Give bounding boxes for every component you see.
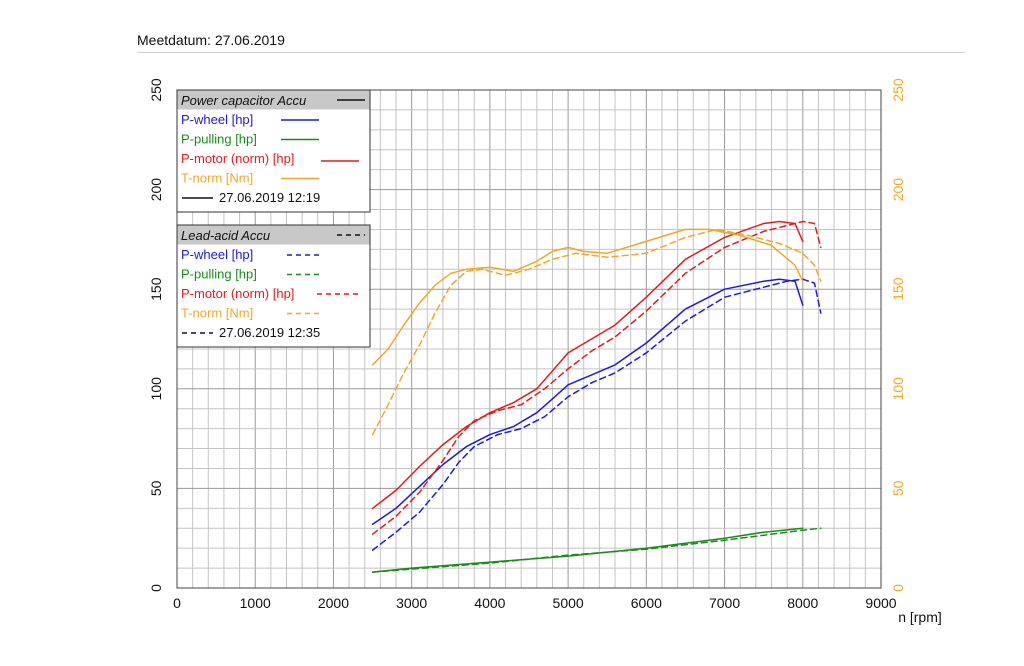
- series-line-p-wheel-dashed: [371, 278, 822, 551]
- x-tick: 8000: [787, 595, 818, 611]
- legend-label-p-motor: P-motor (norm) [hp]: [181, 286, 294, 301]
- right-axis: 0 50 100 150 200 250: [890, 78, 906, 592]
- x-tick: 2000: [318, 595, 349, 611]
- legend-label-t-norm: T-norm [Nm]: [181, 171, 253, 186]
- legend-title: Lead-acid Accu: [181, 228, 270, 243]
- legend-label-p-pulling: P-pulling [hp]: [181, 267, 257, 282]
- legend-label-p-wheel: P-wheel [hp]: [181, 247, 253, 262]
- legend-label-t-norm: T-norm [Nm]: [181, 306, 253, 321]
- y-tick-right: 150: [890, 277, 906, 301]
- series-line-p-motor-solid: [371, 220, 804, 510]
- y-tick-right: 200: [890, 178, 906, 202]
- y-tick-right: 100: [890, 377, 906, 401]
- header-divider: [137, 52, 965, 53]
- y-tick-left: 200: [148, 178, 164, 202]
- x-tick: 9000: [865, 595, 896, 611]
- legend-label-black: 27.06.2019 12:35: [219, 325, 320, 340]
- series-line-p-pulling-solid: [371, 527, 804, 573]
- x-tick: 6000: [631, 595, 662, 611]
- x-tick: 1000: [240, 595, 271, 611]
- x-tick: 0: [173, 595, 181, 611]
- x-tick: 3000: [396, 595, 427, 611]
- y-tick-right: 250: [890, 78, 906, 102]
- legend-title-bar: [177, 90, 370, 110]
- y-tick-left: 150: [148, 277, 164, 301]
- series-line-t-norm-dashed: [371, 228, 822, 436]
- y-tick-left: 100: [148, 377, 164, 401]
- legend-frame: [176, 89, 371, 213]
- legend-label-black: 27.06.2019 12:19: [219, 190, 320, 205]
- x-tick: 7000: [709, 595, 740, 611]
- series-line-p-motor-dashed: [371, 220, 822, 535]
- x-tick: 5000: [553, 595, 584, 611]
- series-line-t-norm-solid: [371, 228, 804, 366]
- legend-label-p-pulling: P-pulling [hp]: [181, 132, 257, 147]
- legend-layer: Power capacitor Accu P-wheel [hp] P-pullin…: [176, 89, 371, 348]
- legend-label-p-wheel: P-wheel [hp]: [181, 112, 253, 127]
- y-tick-right: 50: [890, 480, 906, 496]
- series-line-p-pulling-dashed: [371, 527, 822, 573]
- y-tick-left: 0: [148, 584, 164, 592]
- series-layer: [371, 220, 822, 573]
- y-tick-left: 250: [148, 78, 164, 102]
- measurement-date: Meetdatum: 27.06.2019: [137, 32, 285, 48]
- bottom-axis: 0 1000 2000 3000 4000 5000 6000 7000 8000 9000: [173, 595, 897, 611]
- x-tick: 4000: [474, 595, 505, 611]
- x-axis-label: n [rpm]: [898, 609, 942, 625]
- legend-box-1: Power capacitor Accu P-wheel [hp] P-pullin…: [176, 89, 371, 213]
- legend-title-bar: [177, 225, 370, 245]
- legend-label-p-motor: P-motor (norm) [hp]: [181, 151, 294, 166]
- left-axis: 0 50 100 150 200 250: [148, 78, 164, 592]
- legend-box-2: Lead-acid Accu P-wheel [hp] P-pulling [hp]…: [176, 224, 371, 348]
- y-tick-right: 0: [890, 584, 906, 592]
- series-line-p-wheel-solid: [371, 278, 804, 526]
- legend-title: Power capacitor Accu: [181, 93, 306, 108]
- y-tick-left: 50: [148, 480, 164, 496]
- legend-frame: [176, 224, 371, 348]
